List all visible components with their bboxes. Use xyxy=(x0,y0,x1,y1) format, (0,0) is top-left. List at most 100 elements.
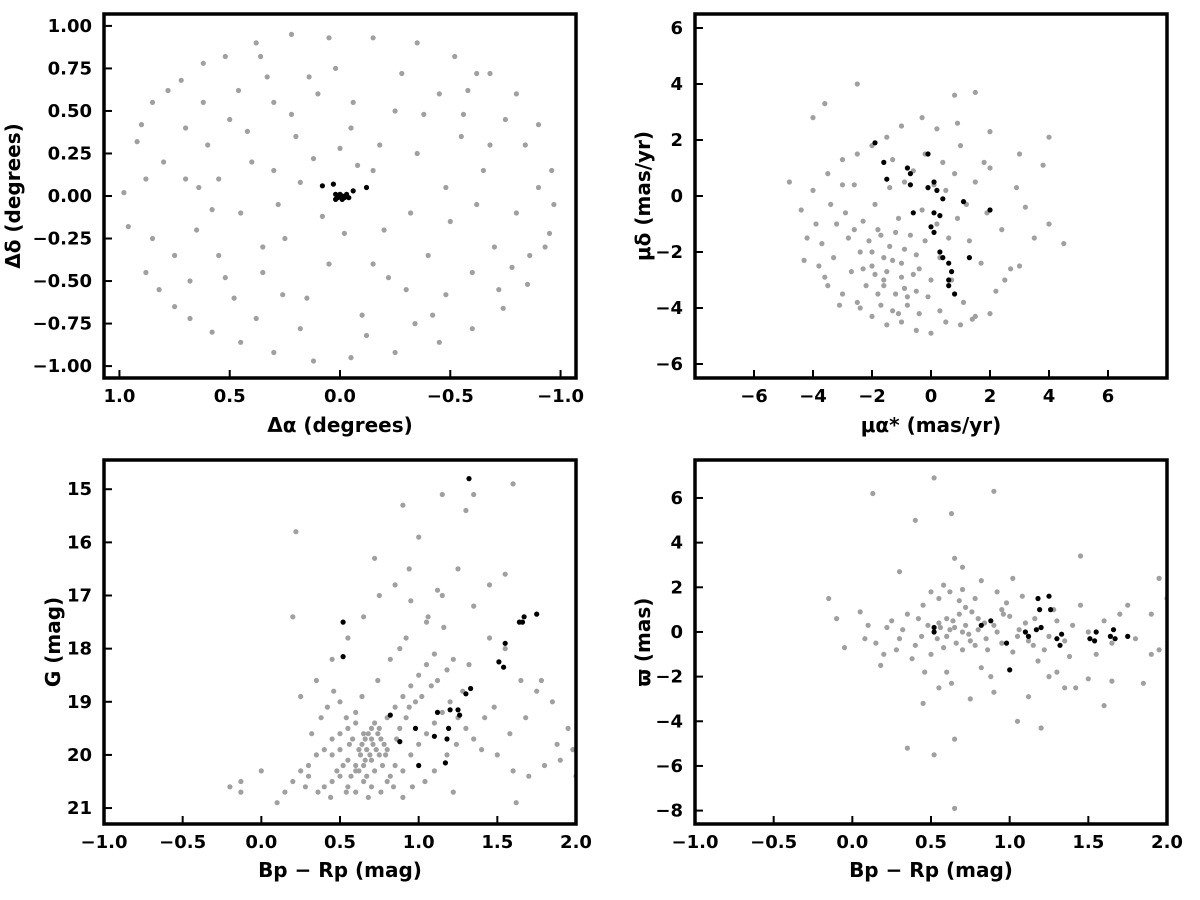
field-point xyxy=(353,762,359,769)
member-point xyxy=(931,229,937,235)
field-point xyxy=(356,768,362,774)
field-point xyxy=(810,187,816,193)
member-point xyxy=(434,709,441,716)
field-point xyxy=(353,789,359,795)
field-point xyxy=(403,635,409,641)
field-point xyxy=(878,662,884,669)
field-point xyxy=(359,741,365,747)
plot-frame xyxy=(102,458,578,826)
field-point xyxy=(510,481,516,487)
plot-frame xyxy=(693,458,1169,826)
field-point xyxy=(919,207,925,213)
member-point xyxy=(330,181,336,187)
field-point xyxy=(881,283,887,289)
field-point xyxy=(403,715,409,721)
field-point xyxy=(1032,616,1038,622)
field-point xyxy=(1077,553,1084,559)
field-point xyxy=(329,752,335,758)
field-point xyxy=(368,736,375,742)
field-point xyxy=(373,747,379,753)
member-point xyxy=(1054,636,1060,642)
field-point xyxy=(916,311,922,317)
field-point xyxy=(937,308,943,314)
y-tick-label: 6 xyxy=(670,18,683,39)
field-point xyxy=(345,784,351,790)
field-point xyxy=(947,627,953,633)
field-point xyxy=(309,731,315,737)
field-point xyxy=(376,592,382,599)
field-point xyxy=(936,595,942,602)
field-point xyxy=(913,252,919,258)
field-point xyxy=(378,789,384,795)
field-point xyxy=(875,291,881,297)
field-point xyxy=(439,592,445,599)
field-point xyxy=(253,315,259,322)
field-point xyxy=(1062,685,1068,691)
field-point xyxy=(1062,638,1068,644)
field-point xyxy=(469,326,475,332)
field-point xyxy=(956,598,962,604)
field-point xyxy=(991,488,997,494)
field-point xyxy=(1132,636,1139,642)
field-point xyxy=(334,768,340,774)
member-point xyxy=(907,182,914,188)
field-point xyxy=(406,704,412,710)
field-point xyxy=(513,91,520,97)
field-point xyxy=(896,636,903,642)
x-tick-label: −1.0 xyxy=(81,832,128,853)
member-point xyxy=(442,760,448,766)
field-point xyxy=(1109,640,1115,646)
field-point xyxy=(857,305,863,311)
field-point xyxy=(318,715,324,721)
field-point xyxy=(869,313,875,319)
member-point xyxy=(412,725,419,732)
field-point xyxy=(403,287,409,293)
field-point xyxy=(491,244,497,250)
field-point xyxy=(187,278,193,284)
field-point xyxy=(337,747,343,753)
field-point xyxy=(1022,204,1028,210)
field-point xyxy=(297,326,303,332)
x-tick-label: −6 xyxy=(740,386,768,407)
field-point xyxy=(444,752,450,758)
field-point xyxy=(948,680,955,686)
field-point xyxy=(482,715,488,721)
member-point xyxy=(387,712,393,718)
field-point xyxy=(1148,651,1154,657)
field-point xyxy=(187,315,193,322)
field-point xyxy=(884,269,890,275)
field-point xyxy=(315,789,321,795)
y-tick-label: −8 xyxy=(655,801,683,822)
field-point xyxy=(1148,611,1154,617)
field-point xyxy=(381,741,387,747)
field-point xyxy=(408,210,414,216)
field-point xyxy=(972,642,978,648)
field-point xyxy=(282,235,288,242)
field-point xyxy=(916,266,922,272)
field-point xyxy=(361,778,367,785)
field-point xyxy=(944,633,950,640)
field-point xyxy=(463,725,469,732)
x-tick-label: 2 xyxy=(984,386,997,407)
field-point xyxy=(565,725,571,732)
member-point xyxy=(534,611,540,617)
field-point xyxy=(1156,575,1162,582)
field-point xyxy=(310,156,317,162)
field-point xyxy=(854,299,860,305)
field-point xyxy=(337,145,343,151)
field-point xyxy=(966,238,973,244)
field-point xyxy=(1085,676,1091,682)
field-point xyxy=(953,640,959,646)
field-point xyxy=(370,167,376,174)
field-point xyxy=(1093,651,1099,657)
field-point xyxy=(313,677,319,684)
field-point xyxy=(227,116,233,123)
field-point xyxy=(297,179,303,185)
field-point xyxy=(315,91,321,97)
field-point xyxy=(345,635,351,641)
field-point xyxy=(513,210,520,216)
field-point xyxy=(345,725,351,732)
member-point xyxy=(340,654,346,660)
field-point xyxy=(329,736,335,742)
x-tick-label: 4 xyxy=(1043,386,1056,407)
